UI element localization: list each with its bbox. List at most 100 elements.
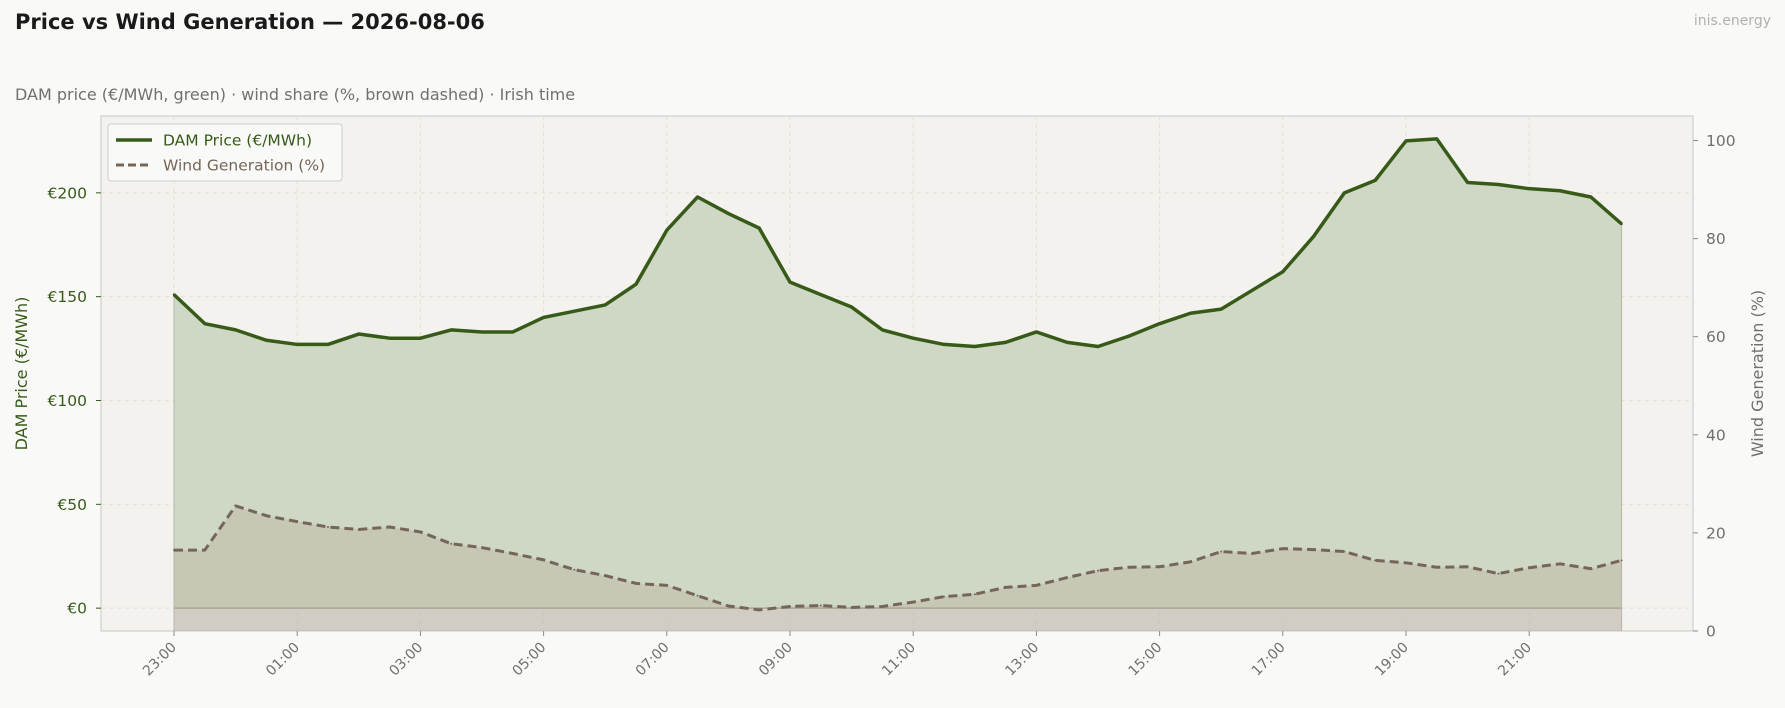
wind-point <box>1189 560 1192 563</box>
price-point <box>973 345 976 348</box>
price-point <box>265 339 268 342</box>
wind-point <box>327 526 329 529</box>
wind-point <box>234 504 237 507</box>
x-tick-label: 11:00 <box>879 640 919 680</box>
legend-box <box>107 123 343 182</box>
price-point <box>450 328 453 332</box>
wind-point <box>1035 584 1038 587</box>
price-point <box>1620 222 1623 226</box>
wind-point <box>1497 572 1500 575</box>
wind-point <box>1281 547 1284 550</box>
price-point <box>419 336 422 340</box>
x-tick-label: 17:00 <box>1249 640 1289 680</box>
y-right-tick-label: 80 <box>1706 230 1726 248</box>
price-point <box>1528 187 1531 190</box>
price-point <box>296 343 299 346</box>
series-lines <box>172 137 1623 612</box>
wind-point <box>665 584 668 587</box>
price-point <box>1035 330 1038 334</box>
wind-point <box>1343 550 1346 553</box>
wind-point <box>1220 550 1223 553</box>
y-left-tick-label: €150 <box>48 288 87 306</box>
price-point <box>727 212 730 215</box>
price-point <box>819 293 822 296</box>
wind-point <box>388 526 391 529</box>
wind-point <box>357 528 360 531</box>
wind-point <box>173 549 175 552</box>
price-point <box>1466 181 1469 184</box>
wind-point <box>943 595 945 598</box>
wind-point <box>1097 569 1099 572</box>
price-point <box>388 336 391 340</box>
wind-point <box>1435 566 1438 569</box>
x-tick-label: 01:00 <box>263 640 303 680</box>
x-tick-label: 05:00 <box>510 640 550 680</box>
wind-area-fill <box>174 505 1622 631</box>
price-point <box>1158 322 1161 325</box>
wind-point <box>973 593 976 596</box>
wind-point <box>727 604 730 607</box>
price-point <box>1127 334 1131 338</box>
y-left-axis-label: DAM Price (€/MWh) <box>12 297 31 451</box>
price-point <box>634 283 638 286</box>
price-point <box>1497 183 1500 186</box>
wind-point <box>265 514 268 517</box>
area-fills <box>173 138 1623 631</box>
price-point <box>1558 189 1562 192</box>
wind-point <box>1559 562 1561 565</box>
x-tick-label: 21:00 <box>1495 640 1535 680</box>
price-point <box>1374 179 1377 182</box>
x-tick-label: 03:00 <box>386 640 426 680</box>
wind-point <box>912 601 915 604</box>
wind-point <box>758 608 761 611</box>
price-point <box>1343 191 1346 195</box>
y-left-tick-label: €50 <box>57 496 87 514</box>
wind-series-line <box>174 504 1622 612</box>
y-right-tick-label: 20 <box>1706 524 1726 542</box>
wind-point <box>1312 548 1315 551</box>
price-series-line <box>172 137 1623 349</box>
series-points <box>172 137 1623 611</box>
wind-point <box>635 582 637 585</box>
wind-point <box>850 606 853 609</box>
x-tick-label: 13:00 <box>1002 640 1042 680</box>
wind-point <box>604 574 607 577</box>
y-left-tick-label: €200 <box>48 184 87 202</box>
wind-point <box>789 605 791 608</box>
y-right-tick-label: 0 <box>1706 623 1716 641</box>
y-right-axis-label: Wind Generation (%) <box>1748 290 1767 457</box>
price-point <box>573 310 576 313</box>
price-point <box>696 195 699 199</box>
wind-point <box>1251 552 1253 555</box>
x-tick-label: 09:00 <box>756 640 796 680</box>
price-point <box>1312 235 1315 238</box>
price-area-fill <box>174 138 1622 609</box>
y-left-tick-label: €0 <box>67 600 87 618</box>
wind-point <box>1066 576 1069 579</box>
wind-point <box>1466 565 1469 568</box>
x-tick-label: 19:00 <box>1372 640 1412 680</box>
wind-point <box>696 594 699 597</box>
price-point <box>881 328 884 332</box>
y-right-tick-label: 40 <box>1706 426 1726 444</box>
wind-point <box>1127 566 1130 569</box>
x-tick-label: 07:00 <box>633 640 673 680</box>
wind-point <box>1528 566 1531 569</box>
price-point <box>1281 270 1285 273</box>
price-point <box>1189 312 1192 315</box>
price-point <box>788 280 792 284</box>
wind-point <box>1589 567 1592 570</box>
price-point <box>234 328 237 332</box>
wind-point <box>881 605 884 608</box>
price-point <box>357 332 360 336</box>
price-point <box>912 336 915 340</box>
wind-point <box>1004 586 1007 589</box>
legend-wind-label: Wind Generation (%) <box>163 157 325 175</box>
wind-point <box>1374 559 1377 562</box>
chart-title: Price vs Wind Generation — 2026-08-06 <box>15 10 485 34</box>
price-point <box>665 229 668 232</box>
x-tick-label: 23:00 <box>140 640 180 680</box>
price-point <box>1004 341 1007 344</box>
price-point <box>480 330 484 334</box>
x-tick-label: 15:00 <box>1126 640 1166 680</box>
